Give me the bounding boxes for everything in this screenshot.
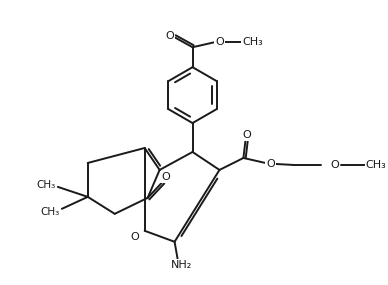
Text: O: O — [215, 37, 224, 47]
Text: CH₃: CH₃ — [36, 180, 55, 190]
Text: O: O — [242, 130, 251, 140]
Text: O: O — [161, 172, 170, 182]
Text: O: O — [266, 159, 275, 169]
Text: O: O — [165, 31, 174, 41]
Text: NH₂: NH₂ — [171, 260, 192, 270]
Text: O: O — [331, 160, 340, 170]
Text: CH₃: CH₃ — [40, 207, 59, 217]
Text: CH₃: CH₃ — [366, 160, 386, 170]
Text: CH₃: CH₃ — [242, 37, 263, 47]
Text: O: O — [130, 232, 139, 242]
